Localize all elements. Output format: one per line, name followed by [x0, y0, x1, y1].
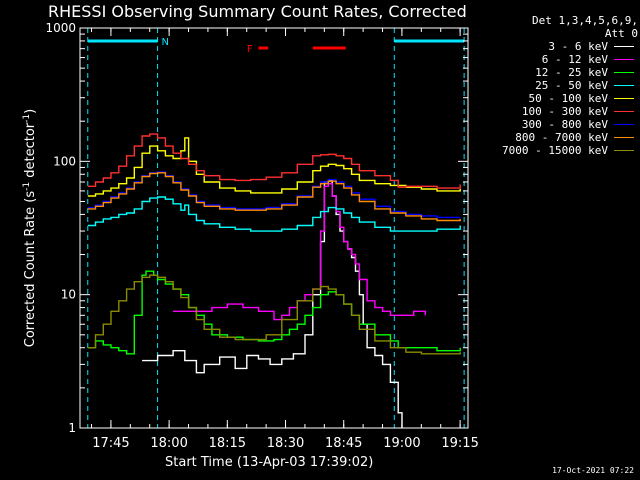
chart-title: RHESSI Observing Summary Count Rates, Co…	[48, 2, 467, 21]
legend-item: 50 - 100 keV	[478, 92, 638, 105]
legend-label: 25 - 50 keV	[535, 79, 608, 92]
x-tick-label-3: 18:30	[267, 436, 304, 451]
x-tick-label-1: 18:00	[150, 436, 187, 451]
legend-label: 6 - 12 keV	[541, 53, 608, 66]
legend-swatch	[614, 85, 634, 86]
legend-rows: 3 - 6 keV 6 - 12 keV 12 - 25 keV 25 - 50 ke…	[478, 40, 638, 157]
legend-swatch	[614, 59, 634, 60]
legend-label: 7000 - 15000 keV	[502, 144, 608, 157]
legend-label: 3 - 6 keV	[548, 40, 608, 53]
legend-swatch	[614, 98, 634, 99]
x-tick-label-4: 18:45	[325, 436, 362, 451]
legend-item: 25 - 50 keV	[478, 79, 638, 92]
night-flag-label: N	[162, 37, 169, 48]
legend-swatch	[614, 72, 634, 73]
legend-label: 300 - 800 keV	[521, 118, 608, 131]
legend-swatch	[614, 150, 634, 151]
svg-text:Corrected Count Rate (s-1 dete: Corrected Count Rate (s-1 detector-1)	[22, 109, 38, 347]
x-axis-label: Start Time (13-Apr-03 17:39:02)	[165, 455, 374, 470]
legend-swatch	[614, 111, 634, 112]
series-line-5	[87, 133, 461, 189]
legend: Det 1,3,4,5,6,9, Att 0 3 - 6 keV 6 - 12 k…	[478, 14, 638, 157]
legend-item: 7000 - 15000 keV	[478, 144, 638, 157]
y-tick-label-3: 1000	[45, 21, 76, 35]
legend-item: 300 - 800 keV	[478, 118, 638, 131]
plot-frame	[79, 27, 469, 429]
legend-label: 50 - 100 keV	[528, 92, 608, 105]
legend-item: 3 - 6 keV	[478, 40, 638, 53]
series-line-4	[87, 137, 461, 197]
axis-ticks: 1 10 100 1000 17:45 18:00 18:15 18:30 18:45 19:00…	[45, 21, 478, 451]
legend-swatch	[614, 124, 634, 125]
flare-flag-label: F	[247, 44, 253, 55]
legend-item: 6 - 12 keV	[478, 53, 638, 66]
x-tick-label-6: 19:15	[441, 436, 478, 451]
legend-label: 800 - 7000 keV	[515, 131, 608, 144]
y-tick-label-0: 1	[68, 421, 76, 435]
ylabel-mid: detector	[23, 122, 38, 182]
legend-item: 800 - 7000 keV	[478, 131, 638, 144]
series-line-1	[173, 183, 426, 321]
ylabel-sup2: -1	[22, 114, 32, 123]
y-tick-label-1: 10	[61, 288, 76, 302]
legend-swatch	[614, 137, 634, 138]
legend-label: 100 - 300 keV	[521, 105, 608, 118]
ylabel-end: )	[23, 109, 38, 114]
series-line-7	[87, 172, 461, 222]
y-axis-label: Corrected Count Rate (s-1 detector-1)	[22, 109, 38, 347]
chart-marks: NF	[87, 28, 465, 428]
ylabel-main: Corrected Count Rate (s	[23, 191, 38, 348]
y-tick-label-2: 100	[53, 154, 76, 168]
legend-header-attenuator: Att 0	[604, 27, 638, 40]
legend-header-detectors: Det 1,3,4,5,6,9,	[532, 14, 638, 27]
legend-swatch	[614, 46, 634, 47]
ylabel-sup1: -1	[22, 182, 32, 191]
x-tick-label-0: 17:45	[92, 436, 129, 451]
series-line-3	[87, 196, 461, 232]
series-line-8	[87, 274, 461, 355]
legend-item: 100 - 300 keV	[478, 105, 638, 118]
x-tick-label-2: 18:15	[209, 436, 246, 451]
timestamp: 17-Oct-2021 07:22	[552, 466, 634, 475]
legend-label: 12 - 25 keV	[535, 66, 608, 79]
legend-item: 12 - 25 keV	[478, 66, 638, 79]
x-tick-label-5: 19:00	[383, 436, 420, 451]
